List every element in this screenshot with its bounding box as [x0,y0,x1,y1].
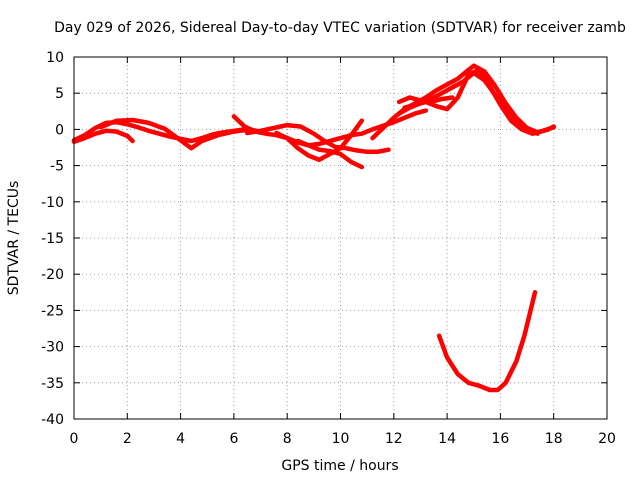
series-line-arc-11 [396,95,455,105]
y-tick-label: -35 [41,376,64,392]
y-tick-label: -30 [41,340,64,356]
x-tick-label: 12 [385,431,403,447]
x-tick-label: 16 [491,431,509,447]
x-tick-label: 10 [332,431,350,447]
y-tick-label: -25 [41,303,64,319]
chart-title: Day 029 of 2026, Sidereal Day-to-day VTE… [54,20,626,36]
x-tick-label: 8 [283,431,292,447]
x-tick-label: 6 [229,431,238,447]
y-tick-label: 5 [55,86,64,102]
y-tick-label: -15 [41,231,64,247]
series-line-arc-12 [436,290,538,393]
x-tick-label: 20 [598,431,616,447]
series-line-arc-3 [98,117,269,151]
y-tick-label: -5 [50,159,64,175]
series-line-arc-6 [274,118,365,163]
series-line-arc-2 [71,128,135,144]
tick-layer [73,56,608,420]
x-tick-label: 14 [438,431,456,447]
tick-label-layer: 0 2 4 6 8 10 12 14 16 18 20 -40 -35 -30 -25 -20 -15 -10 -5… [41,50,616,447]
y-tick-label: -20 [41,267,64,283]
y-tick-label: 10 [46,50,64,66]
y-axis-label: SDTVAR / TECUs [6,181,22,296]
x-tick-label: 4 [176,431,185,447]
series-line-arc-7 [295,108,429,148]
y-tick-label: 0 [55,122,64,138]
x-tick-label: 0 [70,431,79,447]
x-tick-label: 18 [545,431,563,447]
y-tick-label: -10 [41,195,64,211]
grid-layer [74,57,607,419]
x-axis-label: GPS time / hours [281,458,398,474]
series-layer [71,63,556,393]
x-tick-label: 2 [123,431,132,447]
y-tick-label: -40 [41,412,64,428]
